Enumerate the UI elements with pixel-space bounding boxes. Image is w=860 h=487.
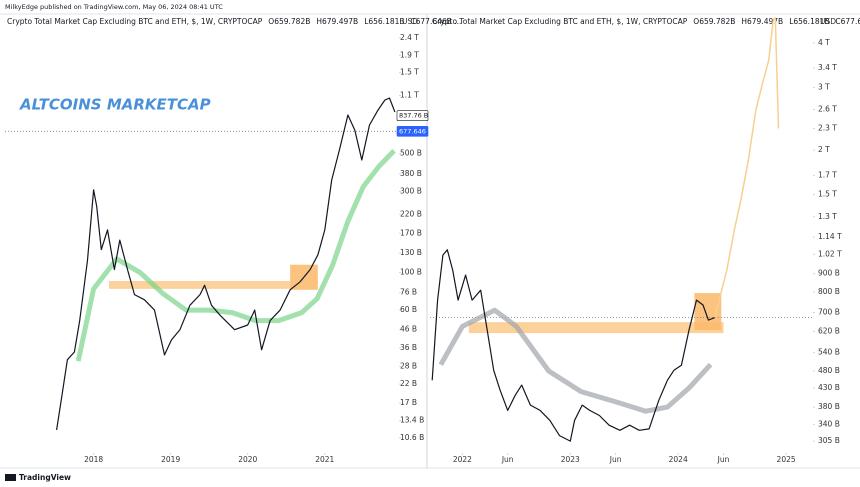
y-tick-label: 4 T	[818, 38, 830, 47]
x-tick-label: Jun	[609, 455, 622, 464]
highlight-zone	[694, 293, 722, 331]
series-line	[56, 97, 396, 431]
ohlc-value: H679.497B	[316, 17, 358, 26]
ohlc-value: H679.497B	[741, 17, 783, 26]
y-tick-label: 22 B	[400, 379, 417, 388]
highlight-zone	[109, 281, 291, 289]
y-tick-label: 2.6 T	[818, 105, 837, 114]
y-tick-label: 430 B	[818, 383, 840, 392]
highlight-zone	[468, 322, 724, 334]
y-tick-label: 540 B	[818, 348, 840, 357]
y-tick-label: 1.02 T	[818, 249, 842, 258]
footer: TradingView	[19, 473, 71, 482]
series-line	[431, 249, 716, 442]
x-tick-label: 2020	[238, 455, 257, 464]
y-tick-label: 1.7 T	[818, 170, 837, 179]
y-tick-label: 340 B	[818, 419, 840, 428]
ohlc-value: O659.782B	[268, 17, 310, 26]
y-tick-label: 2.4 T	[400, 33, 419, 42]
y-tick-label: 170 B	[400, 228, 422, 237]
ohlc-value: C677.646B ...	[410, 17, 461, 26]
y-tick-label: 60 B	[400, 305, 417, 314]
ohlc-value: L656.181B	[364, 17, 404, 26]
y-tick-label: 900 B	[818, 269, 840, 278]
y-tick-label: 36 B	[400, 343, 417, 352]
x-tick-label: 2018	[84, 455, 103, 464]
y-tick-label: 17 B	[400, 398, 417, 407]
x-tick-label: 2024	[669, 455, 688, 464]
symbol: Crypto Total Market Cap Excluding BTC an…	[432, 17, 688, 26]
y-tick-label: 3.4 T	[818, 63, 837, 72]
y-tick-label: 2 T	[818, 145, 830, 154]
y-tick-label: 3 T	[818, 82, 830, 91]
axis-unit: USD	[820, 17, 836, 26]
y-tick-label: 1.5 T	[818, 190, 837, 199]
y-tick-label: 800 B	[818, 287, 840, 296]
header: MilkyEdge published on TradingView.com, …	[5, 3, 223, 11]
price-label: 837.76 B	[399, 112, 428, 120]
y-tick-label: 1.3 T	[818, 212, 837, 221]
x-tick-label: Jun	[501, 455, 514, 464]
y-tick-label: 13.4 B	[400, 416, 424, 425]
annotation: ALTCOINS MARKETCAP	[19, 96, 211, 114]
price-label: 677.646 B	[399, 127, 432, 135]
price-label-box	[396, 110, 429, 121]
y-tick-label: 46 B	[400, 325, 417, 334]
y-tick-label: 1.14 T	[818, 232, 842, 241]
axis-unit: USD	[402, 17, 418, 26]
y-tick-label: 380 B	[400, 169, 422, 178]
y-tick-label: 10.6 B	[400, 433, 424, 442]
logo	[5, 474, 16, 481]
y-tick-label: 480 B	[818, 366, 840, 375]
ohlc-value: L656.181B	[789, 17, 829, 26]
series-line	[75, 149, 396, 362]
y-tick-label: 130 B	[400, 248, 422, 257]
price-label-box	[396, 126, 429, 137]
x-tick-label: 2023	[561, 455, 580, 464]
symbol: Crypto Total Market Cap Excluding BTC an…	[7, 17, 263, 26]
x-tick-label: Jun	[717, 455, 730, 464]
y-tick-label: 220 B	[400, 209, 422, 218]
chart-title: Crypto Total Market Cap Excluding BTC an…	[7, 17, 461, 26]
series-line	[714, 17, 780, 318]
y-tick-label: 28 B	[400, 361, 417, 370]
ohlc-value: C677.646B ...	[835, 17, 860, 26]
series-line	[438, 307, 713, 414]
x-tick-label: 2025	[777, 455, 796, 464]
x-tick-label: 2019	[161, 455, 180, 464]
y-tick-label: 700 B	[818, 308, 840, 317]
y-tick-label: 620 B	[818, 326, 840, 335]
y-tick-label: 1.5 T	[400, 68, 419, 77]
y-tick-label: 2.3 T	[818, 124, 837, 133]
y-tick-label: 1.9 T	[400, 50, 419, 59]
y-tick-label: 300 B	[400, 186, 422, 195]
x-tick-label: 2022	[453, 455, 472, 464]
x-tick-label: 2021	[315, 455, 334, 464]
ohlc-value: O659.782B	[693, 17, 735, 26]
y-tick-label: 305 B	[818, 436, 840, 445]
y-tick-label: 76 B	[400, 288, 417, 297]
y-tick-label: 100 B	[400, 267, 422, 276]
y-tick-label: 380 B	[818, 402, 840, 411]
chart-title: Crypto Total Market Cap Excluding BTC an…	[432, 17, 860, 26]
y-tick-label: 500 B	[400, 149, 422, 158]
y-tick-label: 1.1 T	[400, 91, 419, 100]
